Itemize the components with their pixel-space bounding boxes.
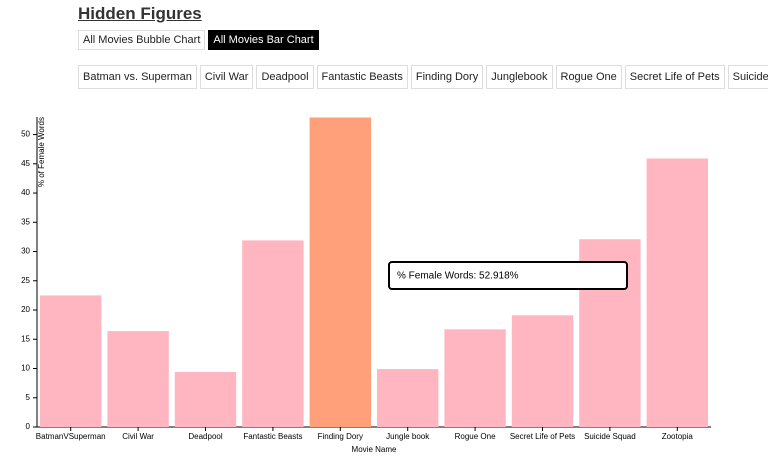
tooltip-box xyxy=(388,261,628,290)
x-tick-label: Fantastic Beasts xyxy=(243,432,302,441)
nav-button[interactable]: All Movies Bubble Chart xyxy=(78,30,206,50)
nav-button[interactable]: Rogue One xyxy=(555,65,622,89)
nav-button[interactable]: All Movies Bar Chart xyxy=(208,30,319,50)
x-tick-label: Secret Life of Pets xyxy=(510,432,575,441)
nav-button[interactable]: Batman vs. Superman xyxy=(78,65,197,89)
y-axis-label: % of Female Words xyxy=(37,117,46,187)
chart-switcher: All Movies Bubble Chart All Movies Bar Ch… xyxy=(78,30,319,50)
page-title: Hidden Figures xyxy=(78,4,202,23)
y-tick-label: 50 xyxy=(21,130,30,139)
y-tick-label: 0 xyxy=(26,422,31,431)
bar xyxy=(174,372,237,427)
y-tick-label: 15 xyxy=(21,334,30,343)
movie-switcher: Batman vs. Superman Civil War Deadpool Fant… xyxy=(78,65,768,89)
x-tick-label: Finding Dory xyxy=(318,432,363,441)
x-tick-label: Civil War xyxy=(122,432,154,441)
y-tick-label: 25 xyxy=(21,276,30,285)
y-tick-label: 30 xyxy=(21,247,30,256)
bar xyxy=(646,158,708,427)
y-tick-label: 35 xyxy=(21,217,30,226)
x-tick-label: Zootopia xyxy=(662,432,694,441)
x-tick-label: Jungle book xyxy=(386,432,430,441)
nav-button[interactable]: Deadpool xyxy=(256,65,314,89)
bar xyxy=(242,240,304,427)
bar xyxy=(40,295,102,427)
x-tick-label: Deadpool xyxy=(188,432,222,441)
x-tick-label: Suicide Squad xyxy=(584,432,636,441)
bar xyxy=(309,117,371,428)
nav-button[interactable]: Civil War xyxy=(199,65,254,89)
bar xyxy=(377,369,439,427)
x-axis-label: Movie Name xyxy=(352,445,397,454)
y-tick-label: 40 xyxy=(21,188,30,197)
nav-button[interactable]: Secret Life of Pets xyxy=(624,65,725,89)
nav-button[interactable]: Finding Dory xyxy=(410,65,484,89)
nav-button[interactable]: Junglebook xyxy=(486,65,553,89)
y-tick-label: 5 xyxy=(26,393,31,402)
nav-button[interactable]: Suicide Squad xyxy=(727,65,768,89)
y-tick-label: 10 xyxy=(21,364,30,373)
tooltip-text: % Female Words: 52.918% xyxy=(397,271,519,282)
bar xyxy=(511,315,574,427)
x-tick-label: BatmanVSuperman xyxy=(36,432,106,441)
x-tick-label: Rogue One xyxy=(455,432,496,441)
nav-button[interactable]: Fantastic Beasts xyxy=(316,65,408,89)
y-tick-label: 45 xyxy=(21,159,30,168)
bar xyxy=(444,329,506,427)
y-tick-label: 20 xyxy=(21,305,30,314)
bar xyxy=(107,331,169,427)
